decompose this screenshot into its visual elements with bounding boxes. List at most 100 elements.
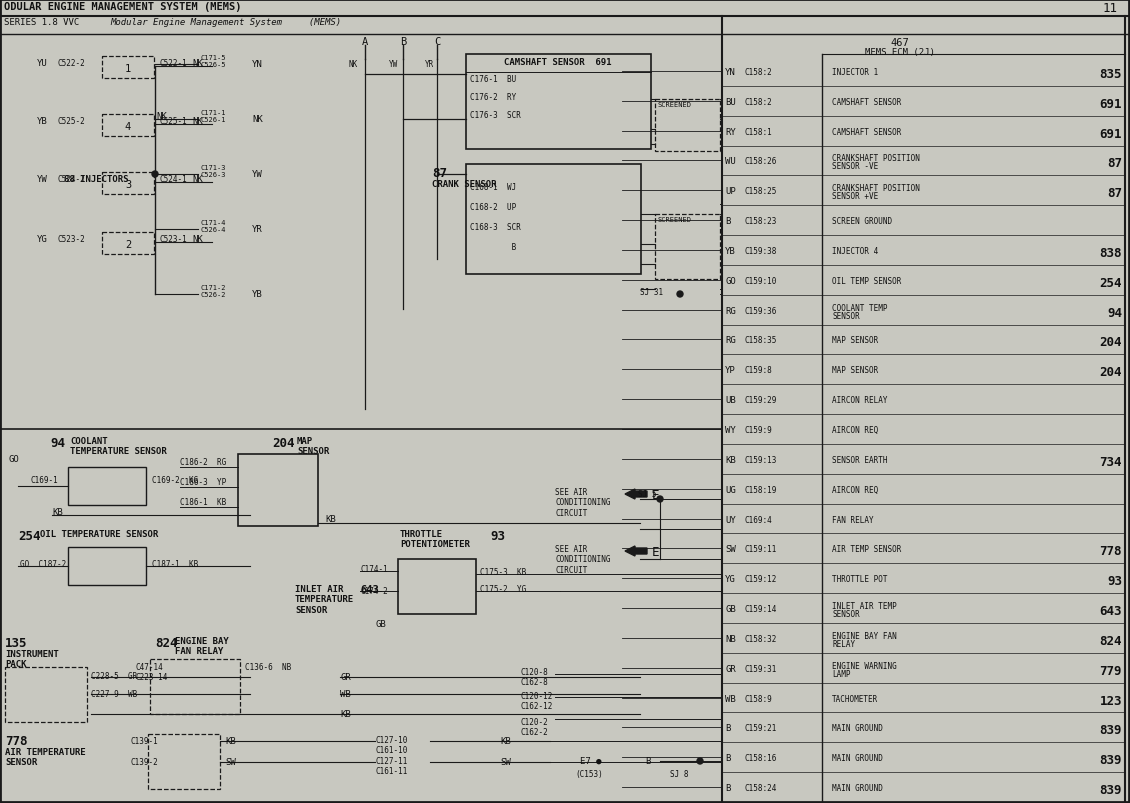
Text: B: B	[400, 37, 406, 47]
Text: AIR TEMP SENSOR: AIR TEMP SENSOR	[832, 544, 902, 554]
Text: NB: NB	[725, 634, 736, 643]
Text: WU: WU	[725, 157, 736, 166]
Text: GB: GB	[725, 605, 736, 613]
Text: CRANK SENSOR: CRANK SENSOR	[432, 180, 496, 189]
Text: C47-14
C223-14: C47-14 C223-14	[134, 662, 167, 682]
Text: C159:14: C159:14	[744, 605, 776, 613]
Bar	[466, 55, 651, 150]
Text: FAN RELAY: FAN RELAY	[832, 515, 873, 524]
Text: 88 INJECTORS: 88 INJECTORS	[64, 175, 129, 184]
Text: SJ 8: SJ 8	[670, 769, 688, 778]
Text: CRANKSHAFT POSITION: CRANKSHAFT POSITION	[832, 154, 920, 163]
Text: C127-11
C161-11: C127-11 C161-11	[375, 756, 408, 776]
Text: MAP
SENSOR: MAP SENSOR	[297, 437, 329, 456]
Text: 467: 467	[890, 38, 910, 48]
Text: C168-2  UP: C168-2 UP	[470, 202, 516, 212]
Text: C159:12: C159:12	[744, 574, 776, 584]
Text: BU: BU	[725, 98, 736, 107]
Text: MEMS ECM (2J): MEMS ECM (2J)	[866, 48, 935, 57]
Text: INSTRUMENT
PACK: INSTRUMENT PACK	[5, 649, 59, 669]
Text: C174-1: C174-1	[360, 565, 388, 573]
Bar	[148, 734, 220, 789]
Text: SERIES 1.8 VVC: SERIES 1.8 VVC	[5, 18, 79, 27]
Text: C120-8
C162-8: C120-8 C162-8	[520, 667, 548, 687]
Text: B: B	[645, 756, 651, 765]
Bar	[655, 100, 720, 152]
Text: C158:9: C158:9	[744, 694, 772, 703]
Text: KB: KB	[225, 736, 236, 745]
Text: AIRCON REQ: AIRCON REQ	[832, 426, 878, 434]
Text: NK: NK	[252, 115, 263, 124]
Text: C171-1
C526-1: C171-1 C526-1	[200, 110, 226, 123]
Text: 839: 839	[1099, 753, 1122, 766]
Text: 824: 824	[155, 636, 177, 649]
Text: C168-3  SCR: C168-3 SCR	[470, 222, 521, 232]
Text: 11: 11	[1103, 2, 1118, 15]
Text: AIRCON REQ: AIRCON REQ	[832, 485, 878, 494]
Text: C159:13: C159:13	[744, 455, 776, 464]
Text: MAIN GROUND: MAIN GROUND	[832, 753, 883, 762]
Text: TACHOMETER: TACHOMETER	[832, 694, 878, 703]
Text: RY: RY	[725, 128, 736, 137]
Text: 1: 1	[125, 64, 131, 74]
Text: C120-12
C162-12: C120-12 C162-12	[520, 691, 553, 711]
Text: B: B	[725, 217, 730, 226]
Text: SENSOR +VE: SENSOR +VE	[832, 192, 878, 201]
Text: NK: NK	[192, 175, 202, 184]
Text: 4: 4	[125, 122, 131, 132]
Text: C525-2: C525-2	[56, 117, 85, 126]
Text: ENGINE WARNING: ENGINE WARNING	[832, 661, 897, 670]
Text: YR: YR	[425, 60, 435, 69]
Text: YW: YW	[390, 60, 399, 69]
Text: C158:26: C158:26	[744, 157, 776, 166]
Text: CAMSHAFT SENSOR  691: CAMSHAFT SENSOR 691	[504, 58, 611, 67]
Text: 87: 87	[1107, 157, 1122, 170]
Text: 93: 93	[490, 529, 505, 542]
Bar	[102, 233, 154, 255]
Text: C175-3  KB: C175-3 KB	[480, 567, 527, 577]
Text: MAIN GROUND: MAIN GROUND	[832, 783, 883, 792]
Text: C523-1: C523-1	[159, 234, 186, 243]
Text: 254: 254	[1099, 276, 1122, 289]
Text: GO  C187-2: GO C187-2	[20, 560, 67, 569]
Text: C159:21: C159:21	[744, 724, 776, 732]
Text: YB: YB	[725, 247, 736, 255]
Text: SENSOR: SENSOR	[832, 609, 860, 618]
Text: 691: 691	[1099, 128, 1122, 141]
Text: 93: 93	[1107, 574, 1122, 588]
Text: YW: YW	[37, 175, 47, 184]
Text: SJ 5: SJ 5	[638, 489, 657, 499]
Text: C159:10: C159:10	[744, 276, 776, 285]
Text: SENSOR -VE: SENSOR -VE	[832, 162, 878, 171]
Text: C158:16: C158:16	[744, 753, 776, 762]
Bar	[68, 467, 146, 505]
Text: C158:32: C158:32	[744, 634, 776, 643]
Bar	[655, 214, 720, 279]
Text: COOLANT TEMP: COOLANT TEMP	[832, 304, 887, 312]
Text: B: B	[725, 783, 730, 792]
Text: 87: 87	[1107, 187, 1122, 200]
Text: SW: SW	[225, 757, 236, 766]
Text: GR: GR	[725, 664, 736, 673]
Bar	[68, 548, 146, 585]
Text: NK: NK	[192, 59, 202, 68]
Text: CRANKSHAFT POSITION: CRANKSHAFT POSITION	[832, 184, 920, 193]
Text: B: B	[725, 753, 730, 762]
Text: 94: 94	[1107, 306, 1122, 320]
Text: 691: 691	[1099, 98, 1122, 111]
Text: C175-2  YG: C175-2 YG	[480, 585, 527, 593]
Text: C139-1: C139-1	[130, 736, 158, 745]
Text: C159:11: C159:11	[744, 544, 776, 554]
Text: C171-2
C526-2: C171-2 C526-2	[200, 284, 226, 298]
Text: UB: UB	[725, 396, 736, 405]
Circle shape	[697, 758, 703, 764]
Text: SJ 31: SJ 31	[640, 287, 663, 296]
Text: 204: 204	[272, 437, 295, 450]
Bar	[466, 165, 641, 275]
Text: OIL TEMPERATURE SENSOR: OIL TEMPERATURE SENSOR	[40, 529, 158, 538]
Text: AIR TEMPERATURE
SENSOR: AIR TEMPERATURE SENSOR	[5, 747, 86, 766]
Text: ENGINE BAY FAN: ENGINE BAY FAN	[832, 631, 897, 640]
Text: 734: 734	[1099, 455, 1122, 468]
Text: UY: UY	[725, 515, 736, 524]
Text: C169:4: C169:4	[744, 515, 772, 524]
